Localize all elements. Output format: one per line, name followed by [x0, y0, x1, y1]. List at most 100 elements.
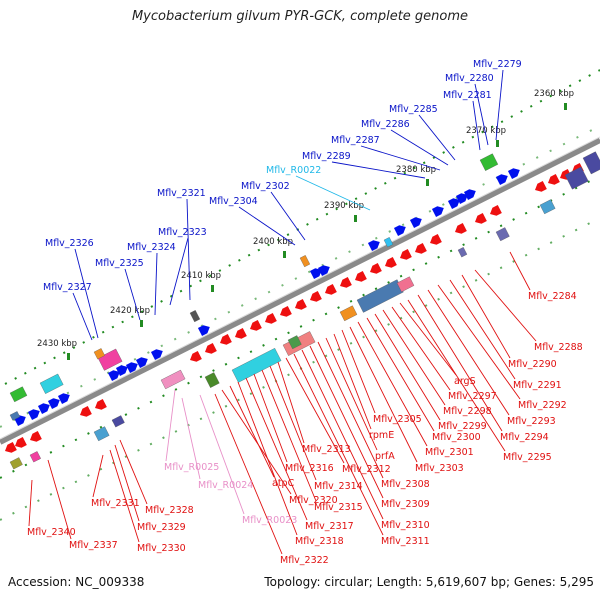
feature-box: [457, 247, 468, 258]
forward-gene-arrow: [317, 265, 330, 277]
gene-label[interactable]: Mflv_2328: [145, 505, 194, 516]
gene-label[interactable]: Mflv_2323: [158, 227, 207, 238]
label-connector: [407, 299, 506, 452]
gene-label[interactable]: Mflv_2330: [137, 543, 186, 554]
feature-box: [479, 153, 499, 171]
label-connector: [270, 191, 306, 241]
reverse-gene-arrow: [220, 333, 232, 345]
reverse-gene-arrow: [415, 242, 427, 254]
forward-gene-arrow: [507, 168, 520, 180]
gene-label[interactable]: Mflv_R0023: [242, 515, 297, 526]
gene-label[interactable]: Mflv_2298: [443, 406, 492, 417]
gene-label[interactable]: Mflv_2285: [389, 104, 438, 115]
reverse-gene-arrow: [280, 305, 292, 317]
forward-gene-arrow: [37, 403, 50, 415]
gene-label[interactable]: Mflv_2337: [69, 540, 118, 551]
gene-label[interactable]: Mflv_2290: [508, 359, 557, 370]
gene-label[interactable]: Mflv_2329: [137, 522, 186, 533]
feature-box: [97, 348, 123, 371]
feature-box: [356, 279, 404, 313]
gene-label[interactable]: Mflv_2321: [157, 188, 206, 199]
gene-label[interactable]: Mflv_2310: [381, 520, 430, 531]
gene-label[interactable]: Mflv_2318: [295, 536, 344, 547]
gene-label[interactable]: Mflv_2302: [241, 181, 290, 192]
forward-gene-arrow: [495, 174, 508, 186]
gene-label[interactable]: Mflv_2299: [438, 421, 487, 432]
gene-label[interactable]: Mflv_2327: [43, 282, 92, 293]
scale-label: 2380 kbp: [396, 165, 436, 175]
label-connector: [293, 353, 384, 536]
gene-label[interactable]: Mflv_2326: [45, 238, 94, 249]
gene-label[interactable]: Mflv_2292: [518, 400, 567, 411]
reverse-gene-arrow: [370, 262, 382, 274]
gene-label[interactable]: Mflv_2331: [91, 498, 140, 509]
label-connector: [181, 397, 201, 480]
reverse-gene-arrow: [340, 276, 352, 288]
label-connector: [285, 357, 345, 464]
gene-label[interactable]: Mflv_2340: [27, 527, 76, 538]
gene-label[interactable]: Mflv_2287: [331, 135, 380, 146]
gene-label[interactable]: Mflv_2295: [503, 452, 552, 463]
gene-label[interactable]: Mflv_2305: [373, 414, 422, 425]
feature-box: [287, 335, 302, 350]
gene-label[interactable]: Mflv_2294: [500, 432, 549, 443]
gene-label[interactable]: Mflv_2303: [415, 463, 464, 474]
reverse-gene-arrow: [490, 204, 502, 216]
label-connector: [114, 444, 140, 522]
gene-label[interactable]: Mflv_2308: [381, 479, 430, 490]
gene-label[interactable]: Mflv_2300: [432, 432, 481, 443]
gene-label[interactable]: Mflv_2324: [127, 242, 176, 253]
feature-box: [39, 373, 64, 394]
gene-label[interactable]: rpmE: [369, 430, 394, 441]
gene-label[interactable]: Mflv_2297: [448, 391, 497, 402]
feature-box: [204, 372, 220, 388]
label-connector: [295, 175, 371, 211]
feature-box: [111, 415, 125, 428]
gene-label[interactable]: Mflv_R0025: [164, 462, 219, 473]
gene-label[interactable]: Mflv_2281: [443, 90, 492, 101]
scale-tick: [354, 215, 357, 222]
label-connector: [474, 269, 537, 342]
gene-label[interactable]: Mflv_2284: [528, 291, 577, 302]
gene-label[interactable]: prfA: [375, 451, 395, 462]
gene-label[interactable]: Mflv_R0022: [266, 165, 321, 176]
scale-label: 2410 kbp: [181, 271, 221, 281]
gene-label[interactable]: Mflv_2316: [285, 463, 334, 474]
feature-box: [539, 199, 556, 215]
gene-label[interactable]: Mflv_2312: [342, 464, 391, 475]
gene-label[interactable]: Mflv_2317: [305, 521, 354, 532]
label-connector: [261, 369, 317, 502]
gene-label[interactable]: Mflv_2320: [289, 495, 338, 506]
label-connector: [238, 206, 296, 246]
gene-label[interactable]: Mflv_2288: [534, 342, 583, 353]
gene-label[interactable]: Mflv_2301: [425, 447, 474, 458]
gene-label[interactable]: Mflv_2315: [314, 502, 363, 513]
label-connector: [309, 345, 384, 499]
gene-label[interactable]: Mflv_2314: [314, 481, 363, 492]
gene-label[interactable]: atpC: [272, 478, 295, 489]
gene-label[interactable]: Mflv_2325: [95, 258, 144, 269]
gene-label[interactable]: Mflv_2322: [280, 555, 329, 566]
gene-label[interactable]: Mflv_2279: [473, 59, 522, 70]
gene-label[interactable]: Mflv_2286: [361, 119, 410, 130]
reverse-gene-arrow: [385, 256, 397, 268]
gene-label[interactable]: Mflv_2313: [302, 444, 351, 455]
gene-label[interactable]: Mflv_2291: [513, 380, 562, 391]
label-connector: [317, 341, 384, 479]
gene-label[interactable]: Mflv_2311: [381, 536, 430, 547]
label-connector: [154, 252, 158, 316]
gene-label[interactable]: argS: [454, 376, 476, 387]
gene-label[interactable]: Mflv_2304: [209, 196, 258, 207]
gene-label[interactable]: Mflv_2293: [507, 416, 556, 427]
gene-label[interactable]: Mflv_2289: [302, 151, 351, 162]
scale-tick: [426, 179, 429, 186]
label-connector: [357, 321, 428, 447]
gene-label[interactable]: Mflv_2280: [445, 73, 494, 84]
label-connector: [74, 248, 99, 339]
label-connector: [349, 326, 418, 463]
label-connector: [221, 389, 292, 495]
gene-label[interactable]: Mflv_2309: [381, 499, 430, 510]
label-connector: [72, 292, 93, 341]
gene-label[interactable]: Mflv_R0024: [198, 480, 253, 491]
